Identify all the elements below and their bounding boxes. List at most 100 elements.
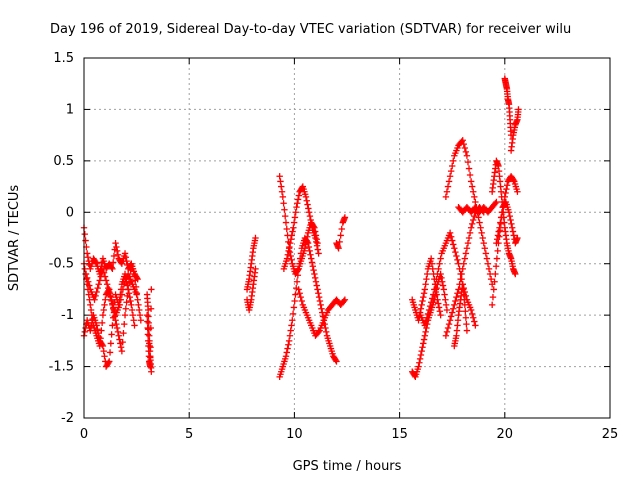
data-point	[335, 245, 342, 252]
data-point	[135, 301, 142, 309]
data-point	[508, 224, 516, 231]
data-point	[450, 305, 457, 312]
data-point	[419, 344, 426, 351]
data-point	[490, 286, 497, 293]
data-point	[465, 234, 473, 242]
data-point	[470, 216, 477, 224]
data-point	[442, 193, 450, 201]
data-point	[515, 106, 522, 113]
data-point	[102, 296, 109, 303]
data-point	[305, 205, 312, 212]
data-point	[441, 291, 448, 298]
data-point	[341, 214, 349, 221]
data-point	[286, 243, 293, 251]
data-point	[436, 308, 444, 315]
data-point	[338, 225, 345, 233]
data-point	[434, 270, 441, 278]
data-point	[100, 269, 108, 276]
data-point	[148, 368, 155, 375]
data-point	[304, 238, 311, 246]
data-point	[435, 300, 442, 307]
data-point	[506, 212, 513, 220]
data-point	[452, 297, 459, 305]
data-point	[84, 254, 92, 261]
data-point	[115, 332, 122, 339]
data-point	[449, 237, 456, 244]
data-point	[108, 296, 115, 303]
data-point	[291, 297, 298, 305]
data-point	[467, 178, 475, 185]
data-point	[443, 306, 451, 314]
data-point	[313, 238, 320, 246]
data-point	[143, 311, 151, 319]
data-point	[417, 305, 425, 312]
data-point	[294, 196, 302, 203]
x-tick-label: 25	[602, 427, 619, 442]
data-point	[289, 310, 297, 318]
data-point	[311, 274, 319, 282]
data-point	[503, 182, 511, 189]
data-point	[463, 320, 470, 328]
data-point	[492, 263, 500, 270]
data-point	[421, 322, 429, 329]
data-point	[470, 314, 477, 321]
data-point	[279, 193, 287, 201]
data-point	[96, 342, 103, 350]
data-point	[461, 144, 469, 152]
data-point	[109, 265, 116, 273]
data-point	[417, 351, 425, 359]
data-point	[123, 299, 130, 306]
data-point	[128, 306, 136, 314]
data-point	[340, 297, 348, 305]
data-point	[423, 314, 431, 321]
data-point	[133, 291, 140, 298]
data-point	[132, 277, 139, 284]
data-point	[440, 286, 447, 293]
data-point	[114, 328, 122, 336]
data-point	[337, 232, 344, 239]
data-point	[427, 255, 435, 262]
data-point	[297, 293, 304, 301]
data-point	[479, 234, 486, 242]
data-point	[282, 219, 290, 226]
data-point	[424, 310, 432, 318]
data-point	[296, 255, 304, 262]
data-point	[447, 167, 455, 175]
data-point	[276, 173, 283, 180]
data-point	[105, 359, 112, 366]
data-point	[466, 229, 474, 237]
data-point	[505, 209, 513, 216]
data-point	[437, 255, 444, 262]
data-point	[288, 256, 295, 264]
data-point	[113, 247, 121, 255]
data-point	[462, 308, 469, 315]
data-point	[443, 328, 451, 336]
data-point	[144, 331, 152, 338]
data-point	[284, 345, 291, 352]
data-point	[287, 236, 295, 243]
data-point	[91, 296, 98, 303]
data-point	[333, 358, 340, 365]
data-point	[418, 347, 425, 355]
data-point	[313, 282, 320, 289]
data-point	[431, 286, 438, 293]
data-point	[283, 225, 290, 233]
data-point	[96, 277, 103, 284]
data-point	[426, 302, 434, 310]
data-point	[144, 306, 152, 314]
data-point	[98, 319, 106, 327]
data-point	[420, 293, 427, 301]
y-tick-label: -2	[61, 411, 74, 426]
data-point	[503, 185, 510, 193]
data-point	[467, 306, 475, 314]
data-point	[510, 176, 517, 184]
x-axis-label: GPS time / hours	[293, 459, 402, 474]
data-point	[305, 243, 313, 251]
data-point	[95, 281, 102, 288]
data-point	[285, 247, 292, 255]
data-point	[439, 282, 447, 289]
data-point	[453, 293, 460, 301]
data-point	[492, 270, 499, 278]
data-point	[145, 313, 152, 320]
data-point	[130, 317, 137, 324]
